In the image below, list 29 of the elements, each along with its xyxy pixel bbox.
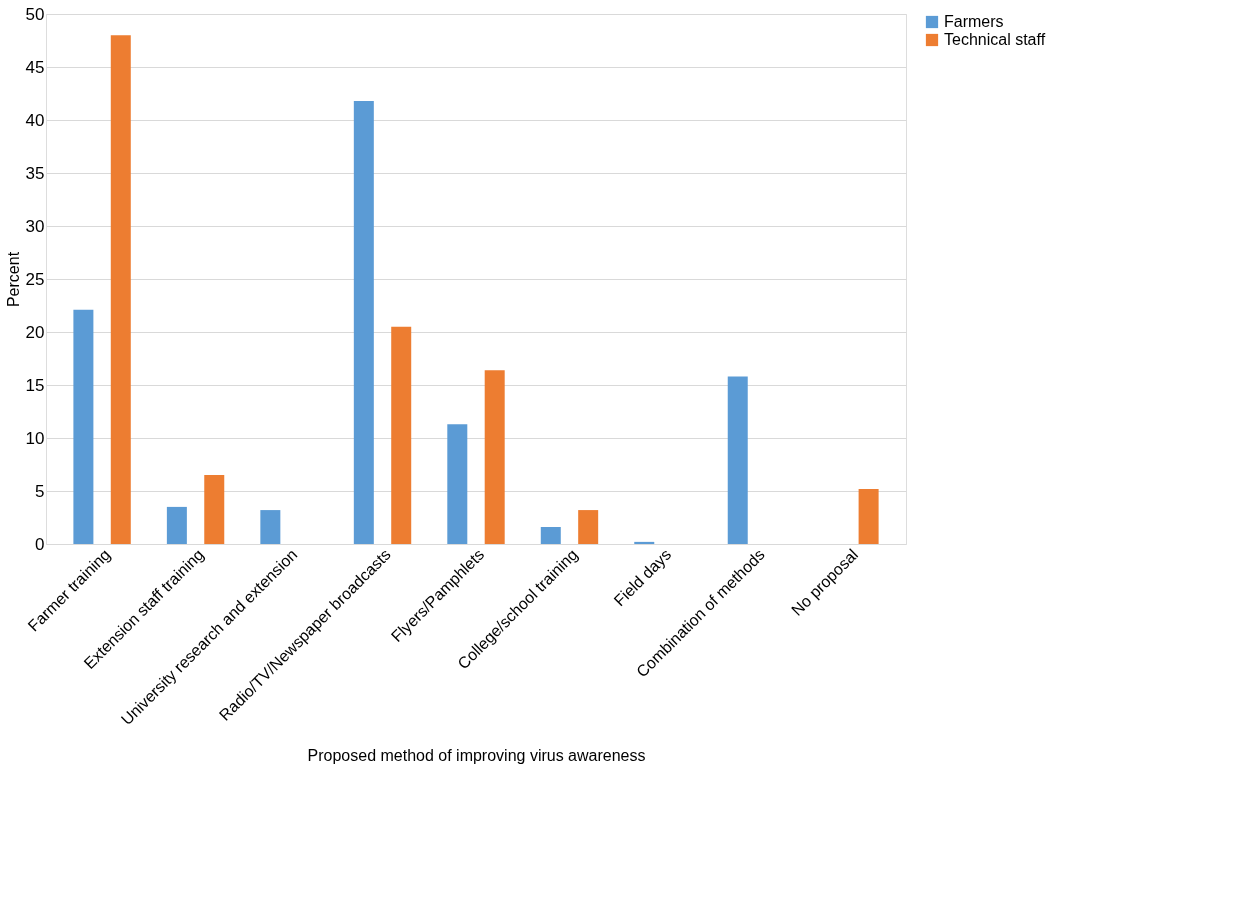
bar — [353, 100, 374, 544]
bar — [110, 35, 131, 544]
bar — [260, 510, 281, 544]
y-tick-label: 40 — [25, 110, 45, 130]
legend-label: Farmers — [944, 13, 1004, 30]
bar — [204, 475, 225, 544]
y-tick-label: 5 — [35, 481, 45, 501]
bar — [727, 376, 748, 544]
y-tick-label: 45 — [25, 57, 45, 77]
bar — [391, 326, 412, 544]
y-tick-label: 0 — [35, 534, 45, 554]
y-tick-label: 15 — [25, 375, 45, 395]
bar — [858, 488, 879, 544]
y-tick-label: 35 — [25, 163, 45, 183]
bar — [484, 370, 505, 544]
y-tick-label: 50 — [25, 4, 45, 24]
y-tick-label: 25 — [25, 269, 45, 289]
y-tick-label: 20 — [25, 322, 45, 342]
y-tick-label: 10 — [25, 428, 45, 448]
y-tick-label: 30 — [25, 216, 45, 236]
y-axis-title: Percent — [4, 251, 22, 308]
bar — [447, 424, 468, 544]
bar — [540, 527, 561, 544]
bar — [578, 510, 599, 544]
bar — [166, 506, 187, 544]
x-axis-title: Proposed method of improving virus awareness — [307, 747, 646, 765]
bar — [634, 541, 655, 544]
bar — [73, 309, 94, 544]
legend-label: Technical staff — [944, 31, 1046, 48]
